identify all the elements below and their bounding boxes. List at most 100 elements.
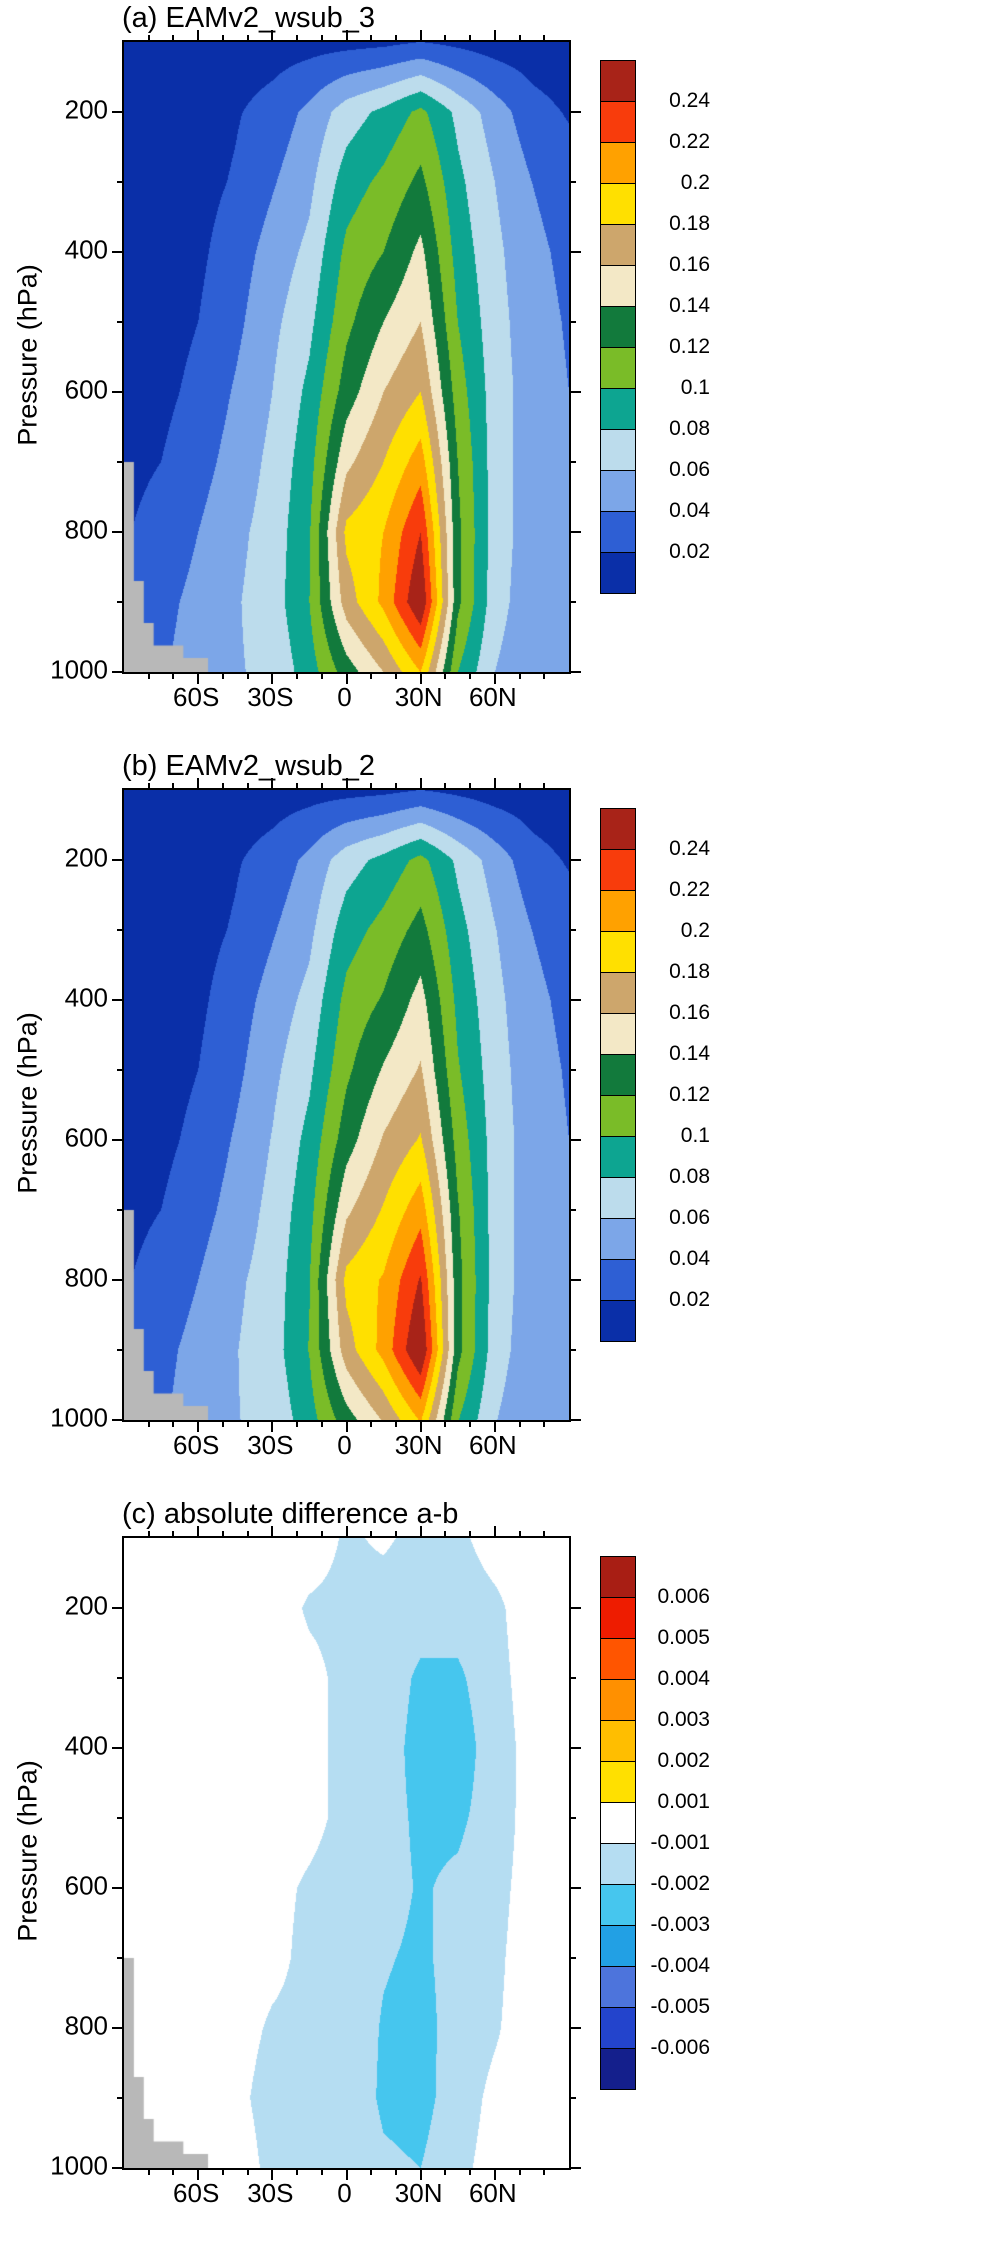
- colorbar-segment: [601, 1966, 635, 2007]
- colorbar-label: 0.006: [657, 1585, 710, 1608]
- tick-mark: [112, 1279, 122, 1281]
- tick-mark: [271, 2170, 274, 2180]
- tick-mark: [112, 2167, 122, 2169]
- colorbar-label: 0.22: [669, 130, 710, 153]
- tick-mark: [296, 1531, 299, 1536]
- y-tick-label: 600: [64, 374, 108, 405]
- tick-mark: [320, 1531, 323, 1536]
- colorbar-segment: [601, 1218, 635, 1259]
- tick-mark: [221, 35, 224, 40]
- tick-mark: [147, 1422, 150, 1427]
- tick-mark: [370, 2170, 373, 2175]
- panel-b: (b) EAMv2_wsub_2 Pressure (hPa) 60S 30S 0 3…: [0, 748, 982, 1496]
- colorbar-segment: [601, 1557, 635, 1597]
- colorbar-label: 0.06: [669, 458, 710, 481]
- tick-mark: [197, 1422, 200, 1432]
- colorbar-label: 0.02: [669, 540, 710, 563]
- tick-mark: [112, 671, 122, 673]
- tick-mark: [112, 251, 122, 253]
- colorbar-segment: [601, 2048, 635, 2089]
- tick-mark: [444, 2170, 447, 2175]
- tick-mark: [493, 1526, 496, 1536]
- tick-mark: [518, 2170, 521, 2175]
- y-tick-label: 400: [64, 234, 108, 265]
- colorbar-label: 0.004: [657, 1667, 710, 1690]
- x-tick-label: 30S: [247, 682, 294, 712]
- colorbar-label: 0.18: [669, 960, 710, 983]
- tick-mark: [172, 1422, 175, 1427]
- tick-mark: [117, 181, 122, 183]
- tick-mark: [469, 783, 472, 788]
- tick-mark: [320, 1422, 323, 1427]
- tick-mark: [296, 674, 299, 679]
- tick-mark: [117, 1957, 122, 1959]
- tick-mark: [147, 783, 150, 788]
- x-tick-label: 60N: [468, 2178, 517, 2208]
- tick-mark: [246, 783, 249, 788]
- colorbar-label: 0.14: [669, 1042, 710, 1065]
- tick-mark: [419, 778, 422, 788]
- tick-mark: [345, 30, 348, 40]
- tick-mark: [518, 1422, 521, 1427]
- tick-mark: [147, 2170, 150, 2175]
- tick-mark: [444, 674, 447, 679]
- x-tick-label: 60N: [468, 682, 517, 712]
- colorbar-segment: [601, 890, 635, 931]
- colorbar-label: 0.14: [669, 294, 710, 317]
- tick-mark: [370, 1422, 373, 1427]
- tick-mark: [394, 35, 397, 40]
- y-axis-label: Pressure (hPa): [12, 1760, 43, 1942]
- colorbar-label: 0.04: [669, 1247, 710, 1270]
- tick-mark: [518, 674, 521, 679]
- tick-mark: [469, 1422, 472, 1427]
- tick-mark: [571, 929, 576, 931]
- tick-mark: [571, 1279, 581, 1281]
- tick-mark: [370, 35, 373, 40]
- plot-area: [112, 30, 581, 684]
- tick-mark: [296, 35, 299, 40]
- colorbar-label: 0.12: [669, 335, 710, 358]
- tick-mark: [493, 30, 496, 40]
- tick-mark: [571, 1139, 581, 1141]
- tick-mark: [112, 111, 122, 113]
- tick-mark: [271, 30, 274, 40]
- colorbar-label: 0.12: [669, 1083, 710, 1106]
- colorbar-segment: [601, 1761, 635, 1802]
- tick-mark: [296, 2170, 299, 2175]
- tick-mark: [271, 1422, 274, 1432]
- x-tick-label: 30N: [394, 1430, 443, 1460]
- tick-mark: [320, 783, 323, 788]
- y-tick-label: 200: [64, 842, 108, 873]
- tick-mark: [493, 674, 496, 684]
- tick-mark: [370, 783, 373, 788]
- x-tick-label: 60S: [173, 1430, 220, 1460]
- y-tick-label: 600: [64, 1122, 108, 1153]
- y-tick-label: 200: [64, 1590, 108, 1621]
- tick-mark: [117, 321, 122, 323]
- colorbar-segment: [601, 1884, 635, 1925]
- tick-mark: [320, 674, 323, 679]
- colorbar-segment: [601, 1300, 635, 1341]
- tick-mark: [543, 783, 546, 788]
- tick-mark: [571, 251, 581, 253]
- y-tick-label: 800: [64, 1262, 108, 1293]
- colorbar-segment: [601, 972, 635, 1013]
- colorbar-label: -0.005: [650, 1995, 710, 2018]
- tick-mark: [394, 1422, 397, 1427]
- tick-mark: [117, 1817, 122, 1819]
- tick-mark: [518, 1531, 521, 1536]
- tick-mark: [571, 461, 576, 463]
- tick-mark: [571, 859, 581, 861]
- panel-title: (a) EAMv2_wsub_3: [122, 2, 376, 34]
- y-tick-label: 600: [64, 1870, 108, 1901]
- tick-mark: [345, 674, 348, 684]
- tick-mark: [444, 1531, 447, 1536]
- tick-mark: [345, 1422, 348, 1432]
- tick-mark: [571, 1887, 581, 1889]
- colorbar-label: 0.02: [669, 1288, 710, 1311]
- tick-mark: [117, 601, 122, 603]
- colorbar-label: 0.24: [669, 89, 710, 112]
- colorbar-segment: [601, 849, 635, 890]
- x-tick-label: 0: [337, 682, 352, 712]
- colorbar-segment: [601, 552, 635, 593]
